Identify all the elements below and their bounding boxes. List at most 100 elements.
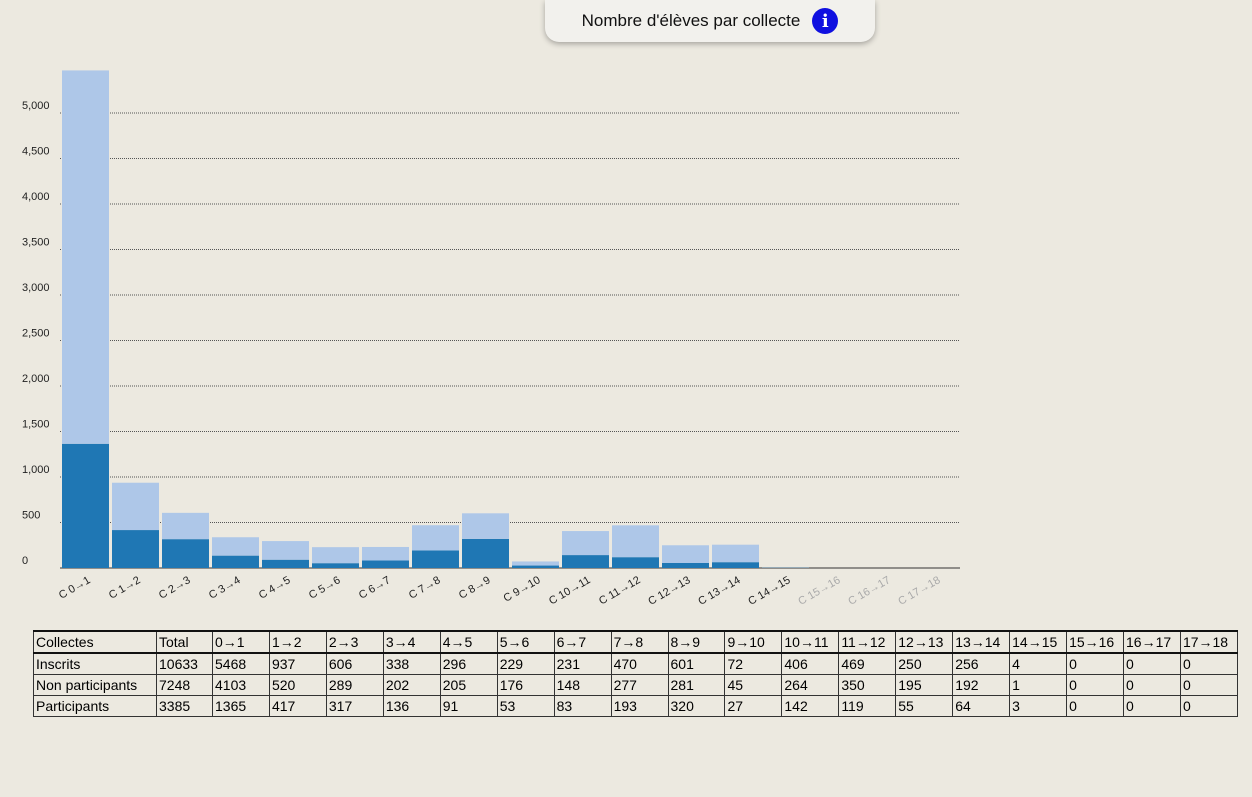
x-tick-label: C 7→8 xyxy=(407,574,443,602)
bar-segment xyxy=(412,525,459,551)
table-cell: 0 xyxy=(1179,695,1239,717)
table-cell: 4→5 xyxy=(439,630,498,654)
table-cell: 5→6 xyxy=(496,630,555,654)
table-cell: 0 xyxy=(1066,652,1124,675)
table-cell: 0 xyxy=(1066,695,1124,717)
table-cell: 14→15 xyxy=(1009,630,1068,654)
table-cell: 17→18 xyxy=(1179,630,1239,654)
y-tick-label: 0 xyxy=(22,555,28,567)
x-tick-label: C 9→10 xyxy=(502,574,543,605)
bar-segment xyxy=(212,537,259,556)
y-tick-label: 3,000 xyxy=(22,282,50,294)
table-cell: 350 xyxy=(838,674,897,696)
data-table: Collectes Total 0→1 1→2 2→3 3→4 4→5 5→6 6→7 7→8 8→… xyxy=(33,630,1239,717)
table-cell: 229 xyxy=(496,652,555,675)
table-cell: 0 xyxy=(1179,652,1239,675)
table-cell: 176 xyxy=(496,674,555,696)
table-cell: 7248 xyxy=(156,674,213,696)
table-cell: 0 xyxy=(1179,674,1239,696)
table-row: Non participants 7248 4103 520 289 202 205 176 1… xyxy=(33,674,1239,696)
table-cell: 281 xyxy=(667,674,726,696)
x-tick-label: C 2→3 xyxy=(157,574,193,602)
x-tick-label: C 12→13 xyxy=(646,574,692,608)
table-cell: 55 xyxy=(895,695,954,717)
table-cell: 202 xyxy=(382,674,441,696)
table-cell: 3 xyxy=(1009,695,1068,717)
title: Nombre d'élèves par collecte xyxy=(581,11,801,30)
table-cell: 264 xyxy=(781,674,840,696)
table-cell: 0 xyxy=(1123,674,1181,696)
table-cell: Non participants xyxy=(33,674,157,696)
bar-segment xyxy=(562,531,609,556)
bar-segment xyxy=(712,562,759,568)
x-tick-label: C 17→18 xyxy=(896,574,942,608)
title-box: Nombre d'élèves par collecte i xyxy=(545,0,875,42)
bar-segment xyxy=(562,555,609,568)
table-cell: 64 xyxy=(952,695,1011,717)
table-cell: 937 xyxy=(268,652,327,675)
table-cell: 296 xyxy=(439,652,498,675)
table-cell: 119 xyxy=(838,695,897,717)
table-cell: 338 xyxy=(382,652,441,675)
x-tick-label: C 16→17 xyxy=(846,574,892,608)
table-cell: 45 xyxy=(724,674,783,696)
bar-segment xyxy=(262,541,309,560)
bar-segment xyxy=(362,546,409,561)
table-cell: 406 xyxy=(781,652,840,675)
bar-segment xyxy=(512,561,559,566)
y-tick-label: 5,000 xyxy=(22,100,50,112)
table-cell: 205 xyxy=(439,674,498,696)
x-tick-label: C 4→5 xyxy=(257,574,293,602)
table-cell: 27 xyxy=(724,695,783,717)
table-cell: 289 xyxy=(325,674,384,696)
bar-segment xyxy=(162,512,209,540)
table-cell: 72 xyxy=(724,652,783,675)
x-tick-label: C 14→15 xyxy=(746,574,792,608)
bar-segment xyxy=(612,557,659,568)
table-cell: 7→8 xyxy=(610,630,669,654)
table-cell: 0 xyxy=(1123,652,1181,675)
table-cell: 10633 xyxy=(156,652,213,675)
x-tick-label: C 5→6 xyxy=(307,574,343,602)
table-cell: 91 xyxy=(439,695,498,717)
x-tick-label: C 6→7 xyxy=(357,574,393,602)
y-tick-label: 2,000 xyxy=(22,373,50,385)
table-cell: 1→2 xyxy=(268,630,327,654)
bar-segment xyxy=(712,544,759,563)
bar-segment xyxy=(262,559,309,568)
table-cell: 8→9 xyxy=(667,630,726,654)
bar-segment xyxy=(412,550,459,568)
info-icon[interactable]: i xyxy=(812,8,839,34)
bar-segment xyxy=(312,563,359,568)
table-cell: 469 xyxy=(838,652,897,675)
y-tick-label: 1,000 xyxy=(22,464,50,476)
table-cell: 0 xyxy=(1123,695,1181,717)
bar-segment xyxy=(212,555,259,568)
x-tick-label: C 11→12 xyxy=(597,574,643,607)
chart: 0 500 1,000 1,500 2,000 2,500 3,000 3,500 4,000 4… xyxy=(22,70,960,608)
table-cell: 250 xyxy=(895,652,954,675)
table-cell: Collectes xyxy=(33,630,157,654)
bar-segment xyxy=(612,525,659,558)
table-cell: 320 xyxy=(667,695,726,717)
table-row: Participants 3385 1365 417 317 136 91 53 83 193 32… xyxy=(33,695,1239,717)
y-tick-label: 4,000 xyxy=(22,191,50,203)
table-cell: 83 xyxy=(553,695,612,717)
bar-segment xyxy=(662,545,709,563)
x-tick-label: C 8→9 xyxy=(457,574,493,602)
table-cell: Inscrits xyxy=(33,652,157,675)
table-cell: 0→1 xyxy=(212,630,270,654)
table-row: Collectes Total 0→1 1→2 2→3 3→4 4→5 5→6 6→7 7→8 8→… xyxy=(33,630,1239,654)
table-cell: 6→7 xyxy=(553,630,612,654)
bar-segment xyxy=(112,530,159,568)
bar-segment xyxy=(312,547,359,564)
x-tick-label: C 15→16 xyxy=(796,574,842,608)
table-cell: 142 xyxy=(781,695,840,717)
table-row: Inscrits 10633 5468 937 606 338 296 229 231 470 60… xyxy=(33,652,1239,675)
table-cell: 2→3 xyxy=(325,630,384,654)
table-cell: 148 xyxy=(553,674,612,696)
table-cell: 136 xyxy=(382,695,441,717)
table-cell: 520 xyxy=(268,674,327,696)
table-cell: 256 xyxy=(952,652,1011,675)
